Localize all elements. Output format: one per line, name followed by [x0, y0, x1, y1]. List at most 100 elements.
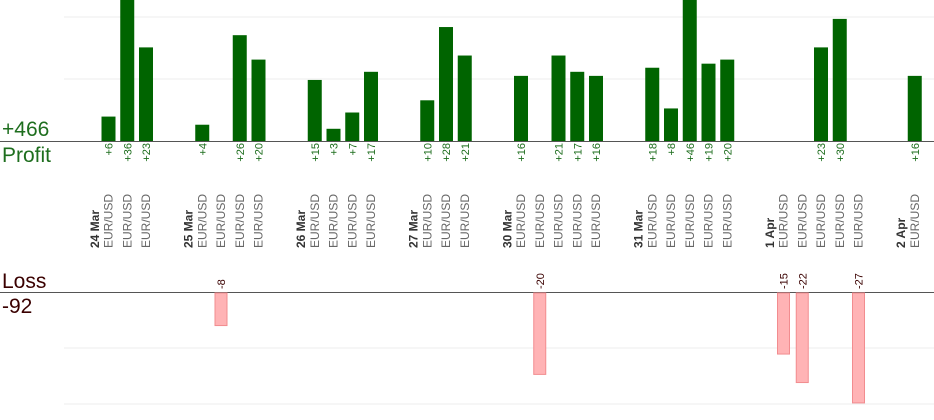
profit-bar [195, 124, 210, 141]
loss-value-label: -15 [779, 273, 791, 289]
symbol-label: EUR/USD [120, 194, 134, 248]
date-label: 25 Mar [182, 210, 196, 248]
symbol-label: EUR/USD [908, 194, 922, 248]
profit-value-label: +23 [816, 143, 828, 162]
profit-value-label: +16 [591, 143, 603, 162]
profit-bar [326, 128, 341, 141]
profit-bar [139, 47, 153, 141]
profit-value-label: +16 [910, 143, 922, 162]
loss-bar [777, 292, 790, 355]
loss-bar [533, 292, 547, 375]
symbol-label: EUR/USD [777, 194, 791, 248]
symbol-label: EUR/USD [364, 194, 378, 248]
profit-value-label: +46 [685, 143, 697, 162]
symbol-label: EUR/USD [533, 194, 547, 248]
profit-bar [720, 59, 735, 141]
profit-bar [907, 75, 922, 141]
symbol-label: EUR/USD [420, 194, 434, 248]
profit-bar [345, 112, 360, 141]
symbol-label: EUR/USD [833, 194, 847, 248]
profit-value-label: +10 [422, 143, 434, 162]
symbol-label: EUR/USD [102, 194, 116, 248]
symbol-label: EUR/USD [233, 194, 247, 248]
symbol-label: EUR/USD [852, 194, 866, 248]
profit-value-label: +7 [347, 143, 359, 156]
symbol-label: EUR/USD [795, 194, 809, 248]
profit-bar [364, 71, 378, 141]
date-label: 2 Apr [894, 217, 908, 248]
profit-bar [701, 63, 716, 141]
loss-value-label: -22 [797, 273, 809, 289]
profit-value-label: +8 [666, 143, 678, 156]
profit-bar [645, 67, 660, 141]
profit-value-label: +6 [104, 143, 116, 156]
profit-bar [439, 27, 453, 141]
loss-value-label: -27 [854, 273, 866, 289]
profit-bar [814, 47, 828, 141]
loss-bar [214, 292, 228, 327]
date-label: 30 Mar [500, 210, 514, 248]
profit-bar [457, 55, 472, 141]
symbol-label: EUR/USD [720, 194, 734, 248]
date-label: 27 Mar [407, 210, 421, 248]
symbol-label: EUR/USD [814, 194, 828, 248]
profit-total: +466 [2, 118, 50, 141]
profit-value-label: +18 [647, 143, 659, 162]
symbol-label: EUR/USD [552, 194, 566, 248]
profit-bar [120, 0, 135, 142]
profit-value-label: +19 [704, 143, 716, 162]
profit-bar [664, 108, 678, 141]
symbol-label: EUR/USD [645, 194, 659, 248]
profit-value-label: +17 [366, 143, 378, 162]
profit-value-label: +17 [572, 143, 584, 162]
symbol-label: EUR/USD [589, 194, 603, 248]
symbol-label: EUR/USD [308, 194, 322, 248]
profit-value-label: +26 [235, 143, 247, 162]
symbol-label: EUR/USD [683, 194, 697, 248]
symbol-label: EUR/USD [439, 194, 453, 248]
profit-bar [551, 55, 566, 141]
profit-value-label: +30 [835, 143, 847, 162]
profit-bar [589, 75, 603, 141]
profit-bar [514, 75, 528, 141]
profit-bar [307, 79, 322, 141]
symbol-label: EUR/USD [458, 194, 472, 248]
symbol-label: EUR/USD [345, 194, 359, 248]
symbol-label: EUR/USD [702, 194, 716, 248]
profit-bar [232, 35, 247, 141]
profit-value-label: +21 [460, 143, 472, 162]
profit-bar [420, 100, 435, 141]
symbol-label: EUR/USD [327, 194, 341, 248]
profit-value-label: +21 [554, 143, 566, 162]
symbol-label: EUR/USD [570, 194, 584, 248]
symbol-label: EUR/USD [664, 194, 678, 248]
profit-value-label: +3 [329, 143, 341, 156]
profit-label: Profit [2, 144, 52, 167]
loss-value-label: -20 [535, 273, 547, 289]
profit-value-label: +20 [254, 143, 266, 162]
profit-bar [251, 59, 266, 141]
loss-value-label: -8 [216, 279, 228, 289]
profit-value-label: +23 [141, 143, 153, 162]
profit-bar [570, 71, 585, 141]
symbol-label: EUR/USD [139, 194, 153, 248]
symbol-label: EUR/USD [214, 194, 228, 248]
profit-value-label: +15 [310, 143, 322, 162]
symbol-label: EUR/USD [195, 194, 209, 248]
date-label: 26 Mar [294, 210, 308, 248]
date-label: 1 Apr [763, 217, 777, 248]
profit-bar [101, 116, 116, 141]
profit-bar [832, 18, 847, 141]
profit-value-label: +20 [722, 143, 734, 162]
loss-label: Loss [2, 270, 47, 293]
loss-bar [852, 292, 865, 404]
date-label: 31 Mar [632, 210, 646, 248]
profit-value-label: +4 [197, 143, 209, 156]
loss-bar [795, 292, 809, 384]
symbol-label: EUR/USD [514, 194, 528, 248]
profit-bar [682, 0, 697, 141]
profit-value-label: +16 [516, 143, 528, 162]
profit-value-label: +36 [122, 143, 134, 162]
symbol-label: EUR/USD [252, 194, 266, 248]
